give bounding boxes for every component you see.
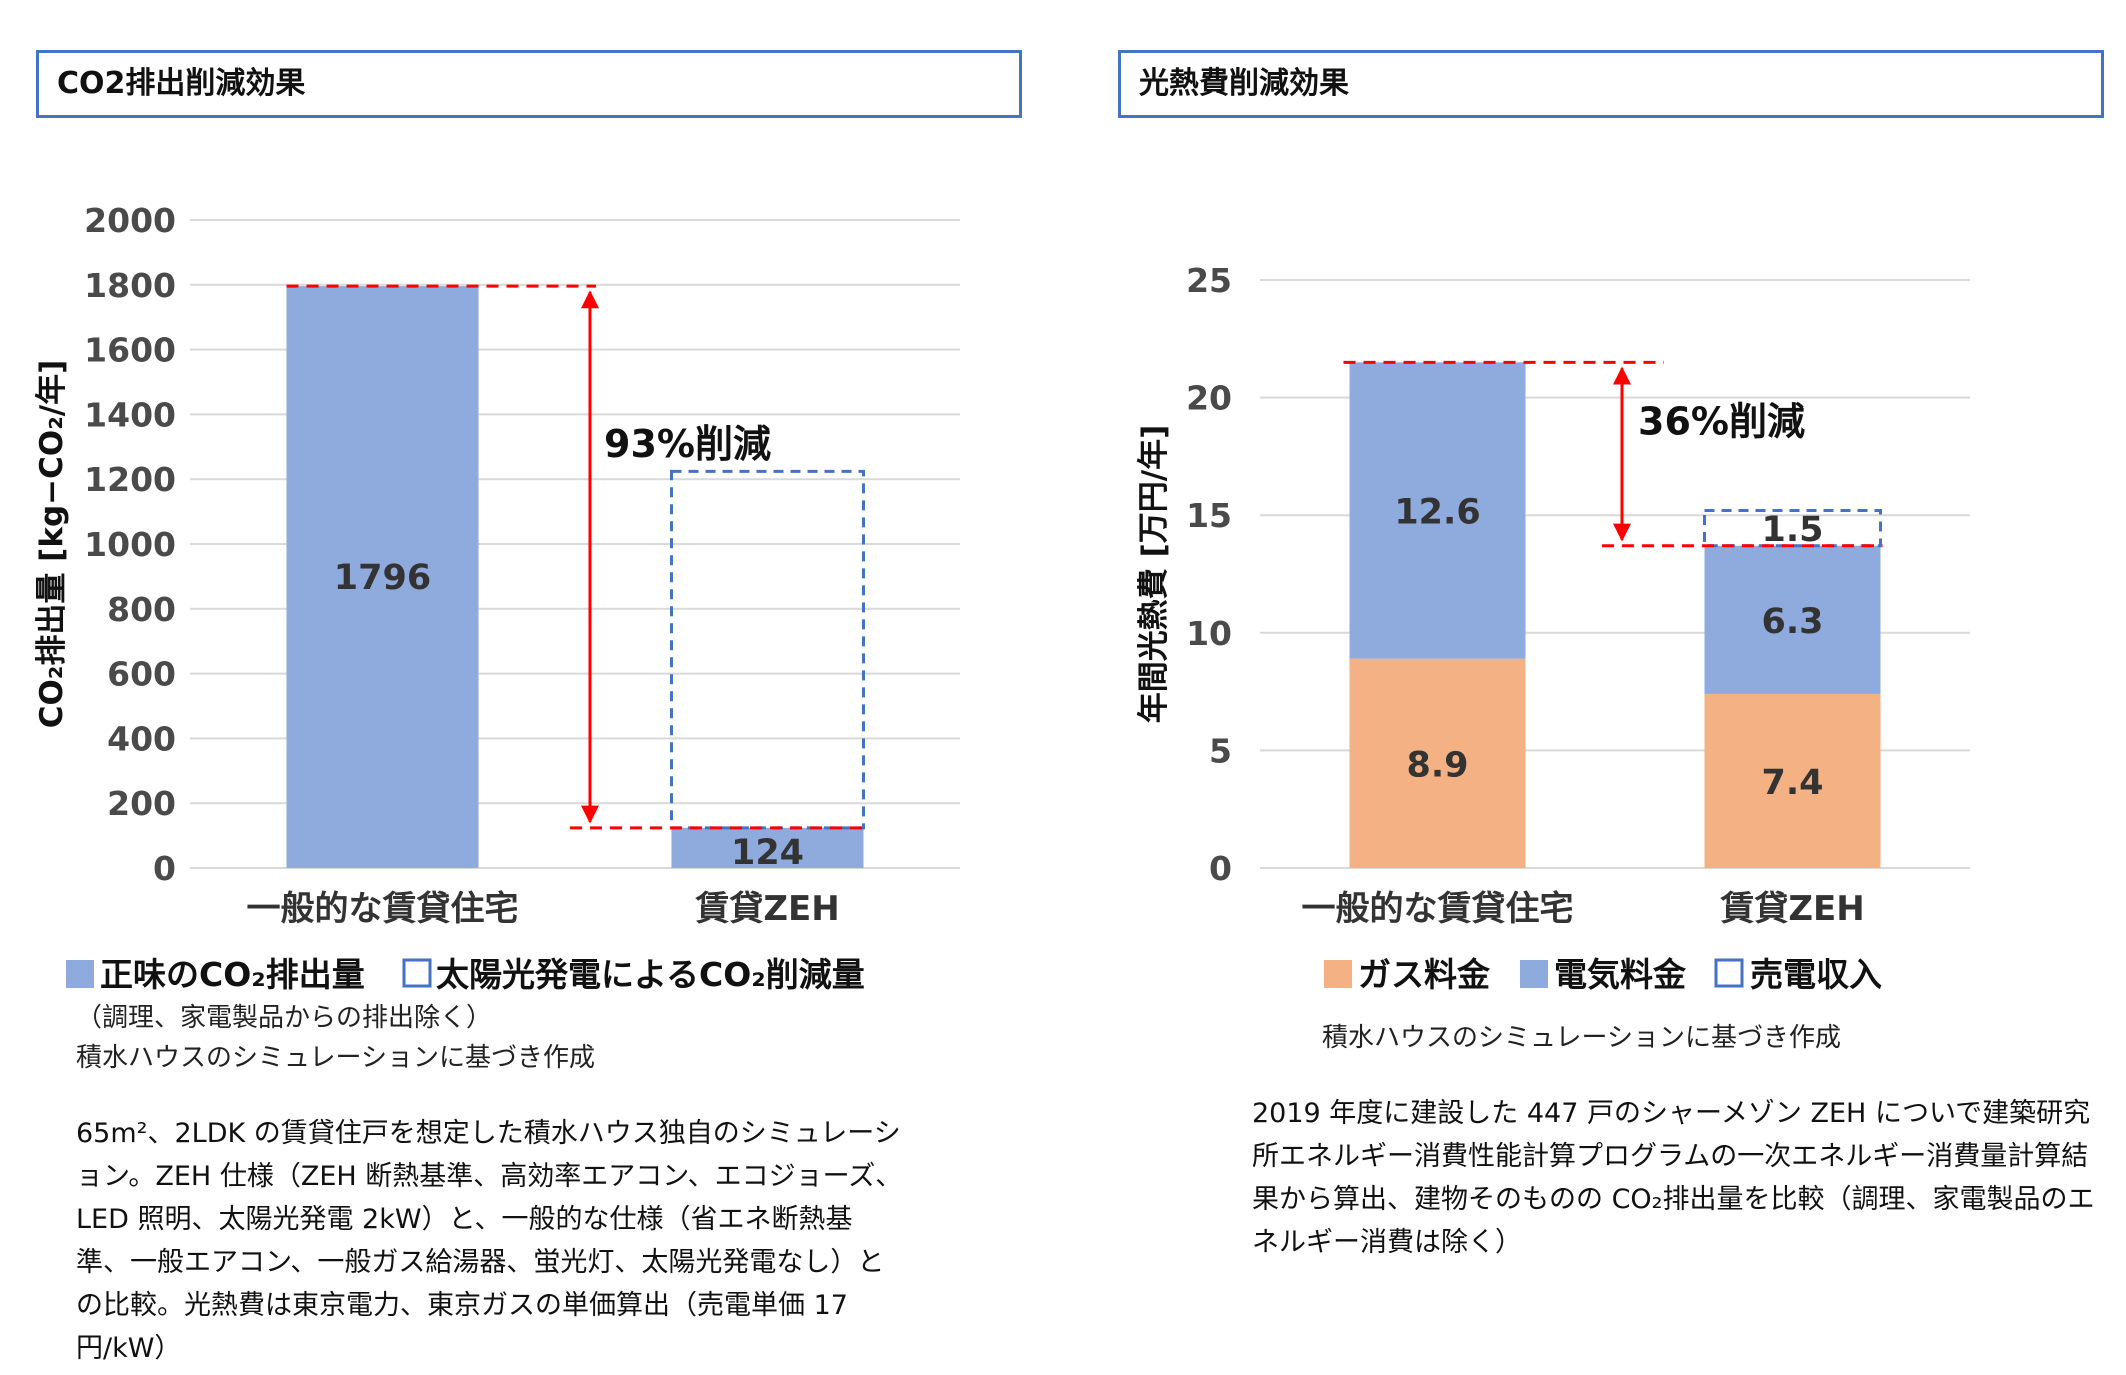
- y-tick-label: 25: [1186, 261, 1232, 300]
- reduction-annotation: 36%削減: [1638, 399, 1805, 443]
- y-tick-label: 1400: [84, 395, 176, 434]
- cost-panel-title: 光熱費削減効果: [1118, 50, 2104, 118]
- legend-label-net: 正味のCO₂排出量: [100, 955, 365, 994]
- y-axis-label: 年間光熱費 [万円/年]: [1136, 425, 1172, 723]
- y-tick-label: 1200: [84, 460, 176, 499]
- co2-chart: 0 200 400 600 800 1000 1200 1400 1600 1800 2000 CO₂…: [34, 201, 960, 994]
- value-label: 12.6: [1394, 492, 1480, 532]
- value-label: 6.3: [1761, 602, 1823, 642]
- category-label: 一般的な賃貸住宅: [1302, 889, 1574, 929]
- legend-swatch: [1520, 960, 1548, 988]
- cost-description: 2019 年度に建設した 447 戸のシャーメゾン ZEH についで建築研究所エ…: [1252, 1098, 2095, 1258]
- bar-net-co2: [671, 827, 864, 868]
- y-tick-label: 2000: [84, 201, 176, 240]
- co2-note-exclusion: （調理、家電製品からの排出除く）: [76, 1003, 493, 1033]
- legend-label: 売電収入: [1750, 955, 1882, 994]
- value-label: 8.9: [1406, 745, 1468, 785]
- legend-swatch: [1324, 960, 1352, 988]
- cost-chart: 0 5 10 15 20 25 年間光熱費 [万円/年] 8.9 12.6 一般的な賃貸住宅 7.4…: [1136, 261, 1970, 994]
- value-label: 7.4: [1761, 763, 1823, 803]
- bar-electricity: [1349, 362, 1526, 659]
- y-tick-label: 1000: [84, 525, 176, 564]
- bar-gas: [1349, 658, 1526, 868]
- legend-label: 電気料金: [1554, 955, 1687, 994]
- category-label: 賃貸ZEH: [1719, 889, 1864, 929]
- co2-description: 65m²、2LDK の賃貸住戸を想定した積水ハウス独自のシミュレーション。ZEH…: [76, 1118, 903, 1364]
- y-tick-label: 0: [153, 849, 176, 888]
- y-tick-label: 10: [1186, 614, 1232, 653]
- bar-gas: [1704, 693, 1881, 868]
- reduction-annotation: 93%削減: [604, 422, 771, 466]
- category-label: 賃貸ZEH: [694, 889, 839, 929]
- value-label: 124: [731, 833, 804, 873]
- y-tick-label: 20: [1186, 379, 1232, 418]
- legend-label-solar: 太陽光発電によるCO₂削減量: [436, 955, 865, 994]
- y-tick-label: 600: [107, 655, 176, 694]
- co2-note-source: 積水ハウスのシミュレーションに基づき作成: [76, 1043, 595, 1073]
- y-tick-label: 200: [107, 784, 176, 823]
- legend-label: ガス料金: [1358, 955, 1491, 994]
- legend-swatch-net: [66, 960, 94, 988]
- y-axis-label: CO₂排出量 [kg−CO₂/年]: [34, 360, 70, 729]
- legend-swatch-solar: [402, 958, 432, 988]
- bar-net-co2: [286, 286, 479, 868]
- value-label: 1.5: [1761, 510, 1823, 550]
- y-tick-label: 0: [1209, 849, 1232, 888]
- value-label: 1796: [334, 558, 431, 598]
- y-tick-label: 5: [1209, 731, 1232, 770]
- cost-note-source: 積水ハウスのシミュレーションに基づき作成: [1322, 1023, 1841, 1053]
- bar-electricity: [1704, 545, 1881, 694]
- y-tick-label: 1600: [84, 331, 176, 370]
- bar-sell-income: [1703, 508, 1882, 548]
- y-tick-label: 15: [1186, 496, 1232, 535]
- category-label: 一般的な賃貸住宅: [247, 889, 519, 929]
- y-tick-label: 400: [107, 719, 176, 758]
- co2-panel-title: CO2排出削減効果: [36, 50, 1022, 118]
- y-tick-label: 1800: [84, 266, 176, 305]
- y-tick-label: 800: [107, 590, 176, 629]
- legend-swatch: [1714, 958, 1744, 988]
- bar-solar-reduction: [670, 469, 865, 830]
